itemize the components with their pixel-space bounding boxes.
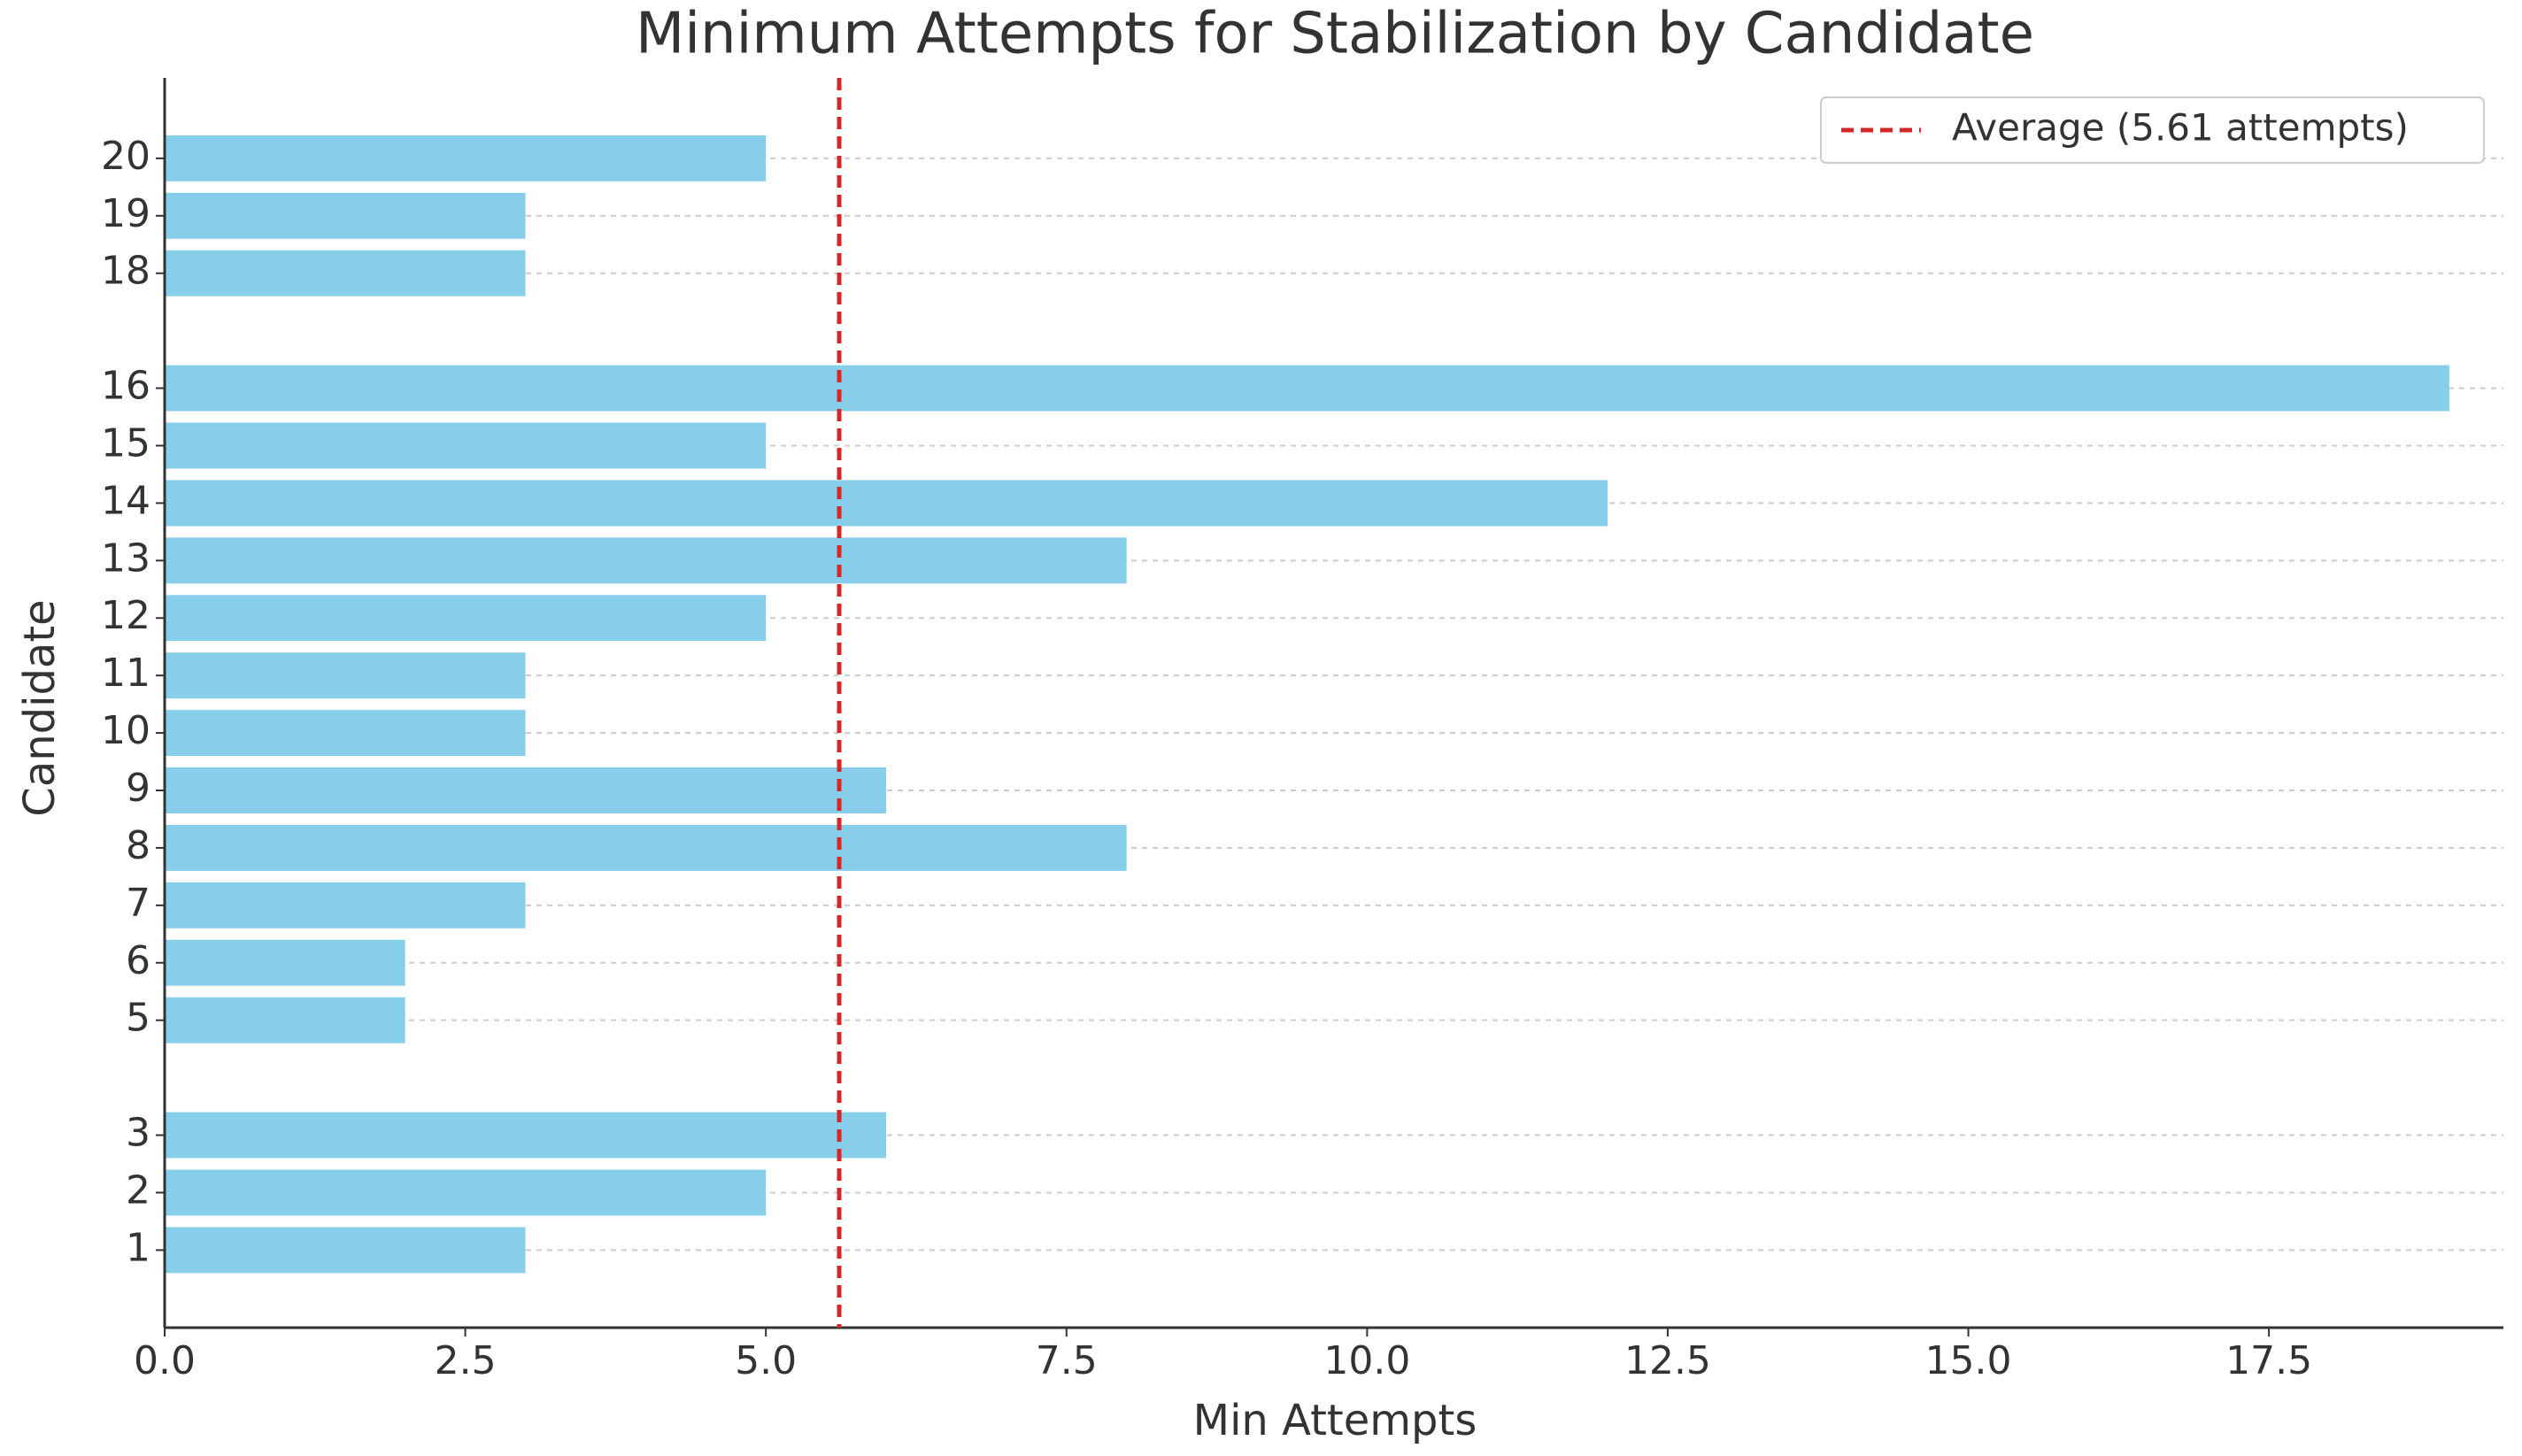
y-tick-label: 19: [101, 191, 150, 236]
bar: [165, 422, 767, 469]
legend-label: Average (5.61 attempts): [1952, 106, 2409, 150]
y-tick-label: 16: [101, 364, 150, 409]
chart-title: Minimum Attempts for Stabilization by Ca…: [636, 2, 2034, 67]
y-axis-label: Candidate: [15, 599, 65, 816]
y-tick-label: 20: [101, 134, 150, 179]
y-tick-label: 7: [126, 881, 150, 926]
y-tick-label: 6: [126, 938, 150, 983]
bar: [165, 1169, 767, 1216]
y-tick-label: 1: [126, 1225, 150, 1270]
y-tick-label: 5: [126, 996, 150, 1041]
bar: [165, 135, 767, 181]
bar: [165, 250, 526, 297]
x-tick-label: 17.5: [2225, 1338, 2312, 1383]
bar: [165, 1112, 887, 1159]
x-tick-label: 2.5: [435, 1338, 497, 1383]
y-tick-label: 10: [101, 708, 150, 753]
bar: [165, 882, 526, 928]
bar: [165, 1227, 526, 1274]
y-tick-label: 11: [101, 651, 150, 696]
bar: [165, 939, 405, 986]
bar: [165, 767, 887, 813]
y-tick-label: 13: [101, 535, 150, 581]
bar: [165, 710, 526, 757]
y-tick-label: 18: [101, 249, 150, 294]
y-tick-label: 9: [126, 766, 150, 811]
y-tick-label: 8: [126, 823, 150, 868]
x-tick-label: 10.0: [1323, 1338, 1410, 1383]
y-tick-label: 14: [101, 478, 150, 523]
y-tick-label: 3: [126, 1111, 150, 1156]
x-tick-label: 12.5: [1624, 1338, 1711, 1383]
y-tick-label: 2: [126, 1167, 150, 1213]
y-tick-label: 15: [101, 420, 150, 466]
x-tick-label: 0.0: [134, 1338, 196, 1383]
bar: [165, 824, 1127, 871]
bar: [165, 192, 526, 239]
legend-box: [1820, 96, 2485, 164]
x-tick-label: 7.5: [1036, 1338, 1098, 1383]
bar: [165, 595, 767, 642]
bar: [165, 997, 405, 1044]
x-tick-label: 15.0: [1925, 1338, 2012, 1383]
x-tick-label: 5.0: [735, 1338, 797, 1383]
y-tick-label: 12: [101, 593, 150, 638]
x-axis-label: Min Attempts: [1193, 1396, 1477, 1445]
bar: [165, 537, 1127, 584]
bar: [165, 652, 526, 699]
bar: [165, 480, 1608, 527]
bar: [165, 365, 2449, 412]
